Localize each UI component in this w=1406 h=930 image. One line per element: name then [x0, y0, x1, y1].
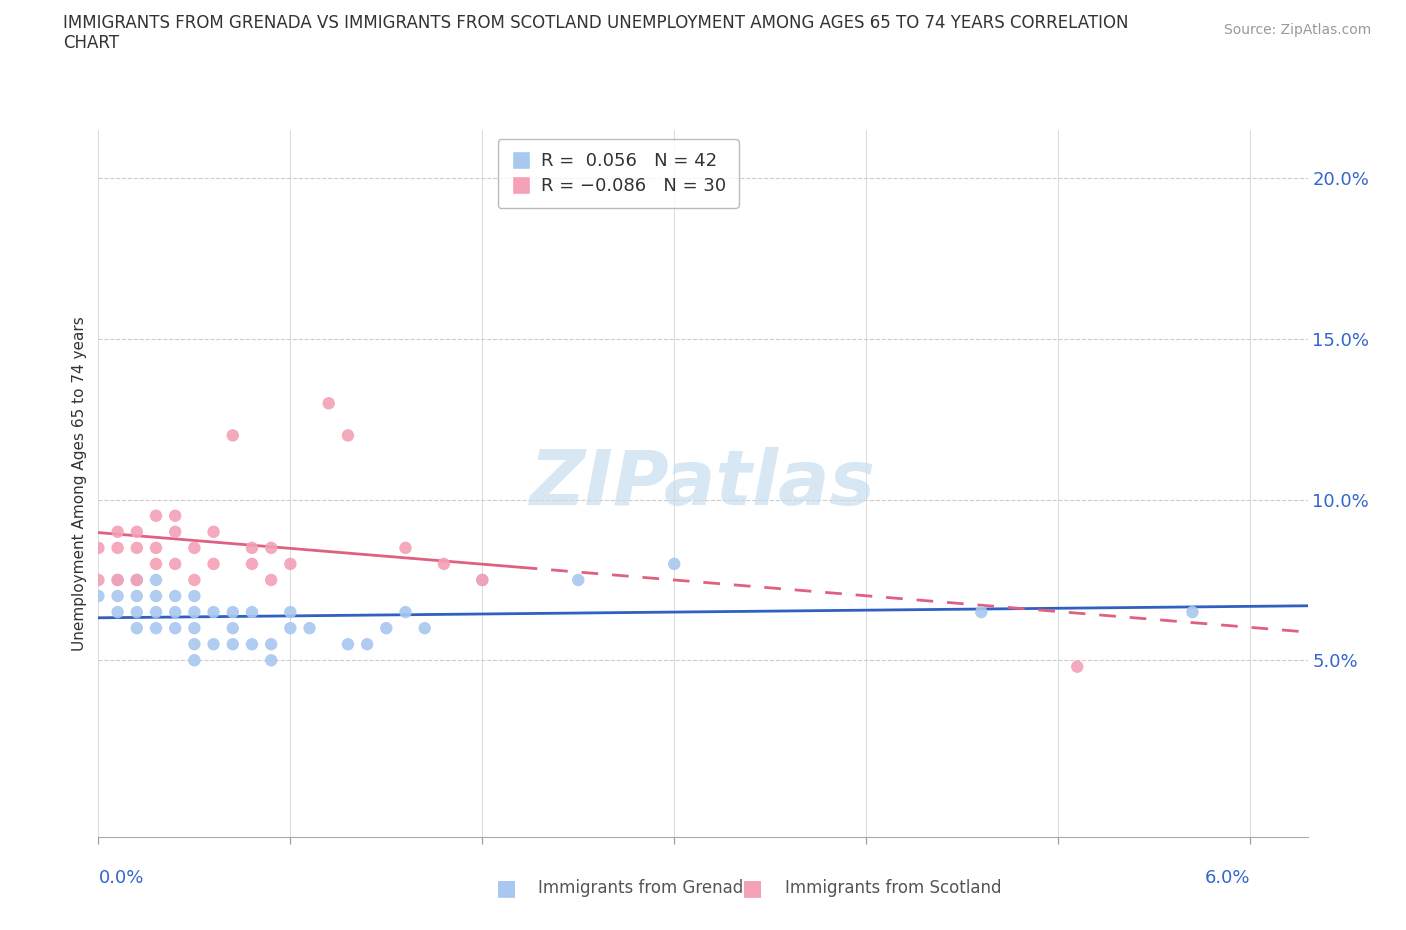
- Point: [183, 604, 205, 619]
- Point: [145, 556, 167, 571]
- Point: [202, 604, 225, 619]
- Point: [471, 573, 494, 588]
- Text: 0.0%: 0.0%: [98, 870, 143, 887]
- Point: [298, 620, 321, 635]
- Point: [394, 604, 416, 619]
- Point: [107, 604, 129, 619]
- Point: [125, 604, 148, 619]
- Point: [280, 620, 302, 635]
- Point: [165, 604, 187, 619]
- Point: [145, 540, 167, 555]
- Point: [107, 540, 129, 555]
- Text: 6.0%: 6.0%: [1205, 870, 1250, 887]
- Point: [87, 540, 110, 555]
- Point: [202, 525, 225, 539]
- Point: [318, 396, 340, 411]
- Point: [145, 604, 167, 619]
- Point: [107, 573, 129, 588]
- Point: [336, 637, 359, 652]
- Point: [145, 509, 167, 524]
- Point: [125, 525, 148, 539]
- Point: [165, 589, 187, 604]
- Point: [87, 573, 110, 588]
- Point: [107, 589, 129, 604]
- Point: [280, 556, 302, 571]
- Point: [107, 573, 129, 588]
- Point: [183, 589, 205, 604]
- Point: [240, 604, 263, 619]
- Point: [125, 589, 148, 604]
- Text: ZIPatlas: ZIPatlas: [530, 446, 876, 521]
- Point: [125, 573, 148, 588]
- Point: [567, 573, 589, 588]
- Text: Immigrants from Grenada: Immigrants from Grenada: [538, 879, 754, 897]
- Point: [183, 637, 205, 652]
- Point: [970, 604, 993, 619]
- Point: [240, 637, 263, 652]
- Point: [336, 428, 359, 443]
- Text: Source: ZipAtlas.com: Source: ZipAtlas.com: [1223, 23, 1371, 37]
- Point: [165, 556, 187, 571]
- Point: [471, 573, 494, 588]
- Point: [260, 637, 283, 652]
- Text: ■: ■: [742, 878, 762, 898]
- Point: [1066, 659, 1088, 674]
- Point: [240, 540, 263, 555]
- Point: [433, 556, 456, 571]
- Point: [87, 589, 110, 604]
- Text: Immigrants from Scotland: Immigrants from Scotland: [785, 879, 1001, 897]
- Point: [183, 653, 205, 668]
- Point: [125, 620, 148, 635]
- Point: [664, 556, 686, 571]
- Text: CHART: CHART: [63, 34, 120, 52]
- Point: [375, 620, 398, 635]
- Point: [356, 637, 378, 652]
- Point: [1181, 604, 1204, 619]
- Point: [107, 525, 129, 539]
- Point: [202, 556, 225, 571]
- Point: [240, 556, 263, 571]
- Point: [145, 573, 167, 588]
- Point: [165, 620, 187, 635]
- Legend: R =  0.056   N = 42, R = −0.086   N = 30: R = 0.056 N = 42, R = −0.086 N = 30: [498, 140, 740, 207]
- Point: [145, 620, 167, 635]
- Text: IMMIGRANTS FROM GRENADA VS IMMIGRANTS FROM SCOTLAND UNEMPLOYMENT AMONG AGES 65 T: IMMIGRANTS FROM GRENADA VS IMMIGRANTS FR…: [63, 14, 1129, 32]
- Point: [183, 540, 205, 555]
- Y-axis label: Unemployment Among Ages 65 to 74 years: Unemployment Among Ages 65 to 74 years: [72, 316, 87, 651]
- Point: [280, 604, 302, 619]
- Point: [165, 509, 187, 524]
- Point: [260, 573, 283, 588]
- Point: [125, 540, 148, 555]
- Point: [222, 428, 245, 443]
- Point: [260, 540, 283, 555]
- Point: [222, 604, 245, 619]
- Point: [145, 589, 167, 604]
- Point: [125, 573, 148, 588]
- Point: [222, 637, 245, 652]
- Point: [222, 620, 245, 635]
- Point: [202, 637, 225, 652]
- Text: ■: ■: [496, 878, 516, 898]
- Point: [183, 573, 205, 588]
- Point: [183, 620, 205, 635]
- Point: [394, 540, 416, 555]
- Point: [260, 653, 283, 668]
- Point: [413, 620, 436, 635]
- Point: [165, 525, 187, 539]
